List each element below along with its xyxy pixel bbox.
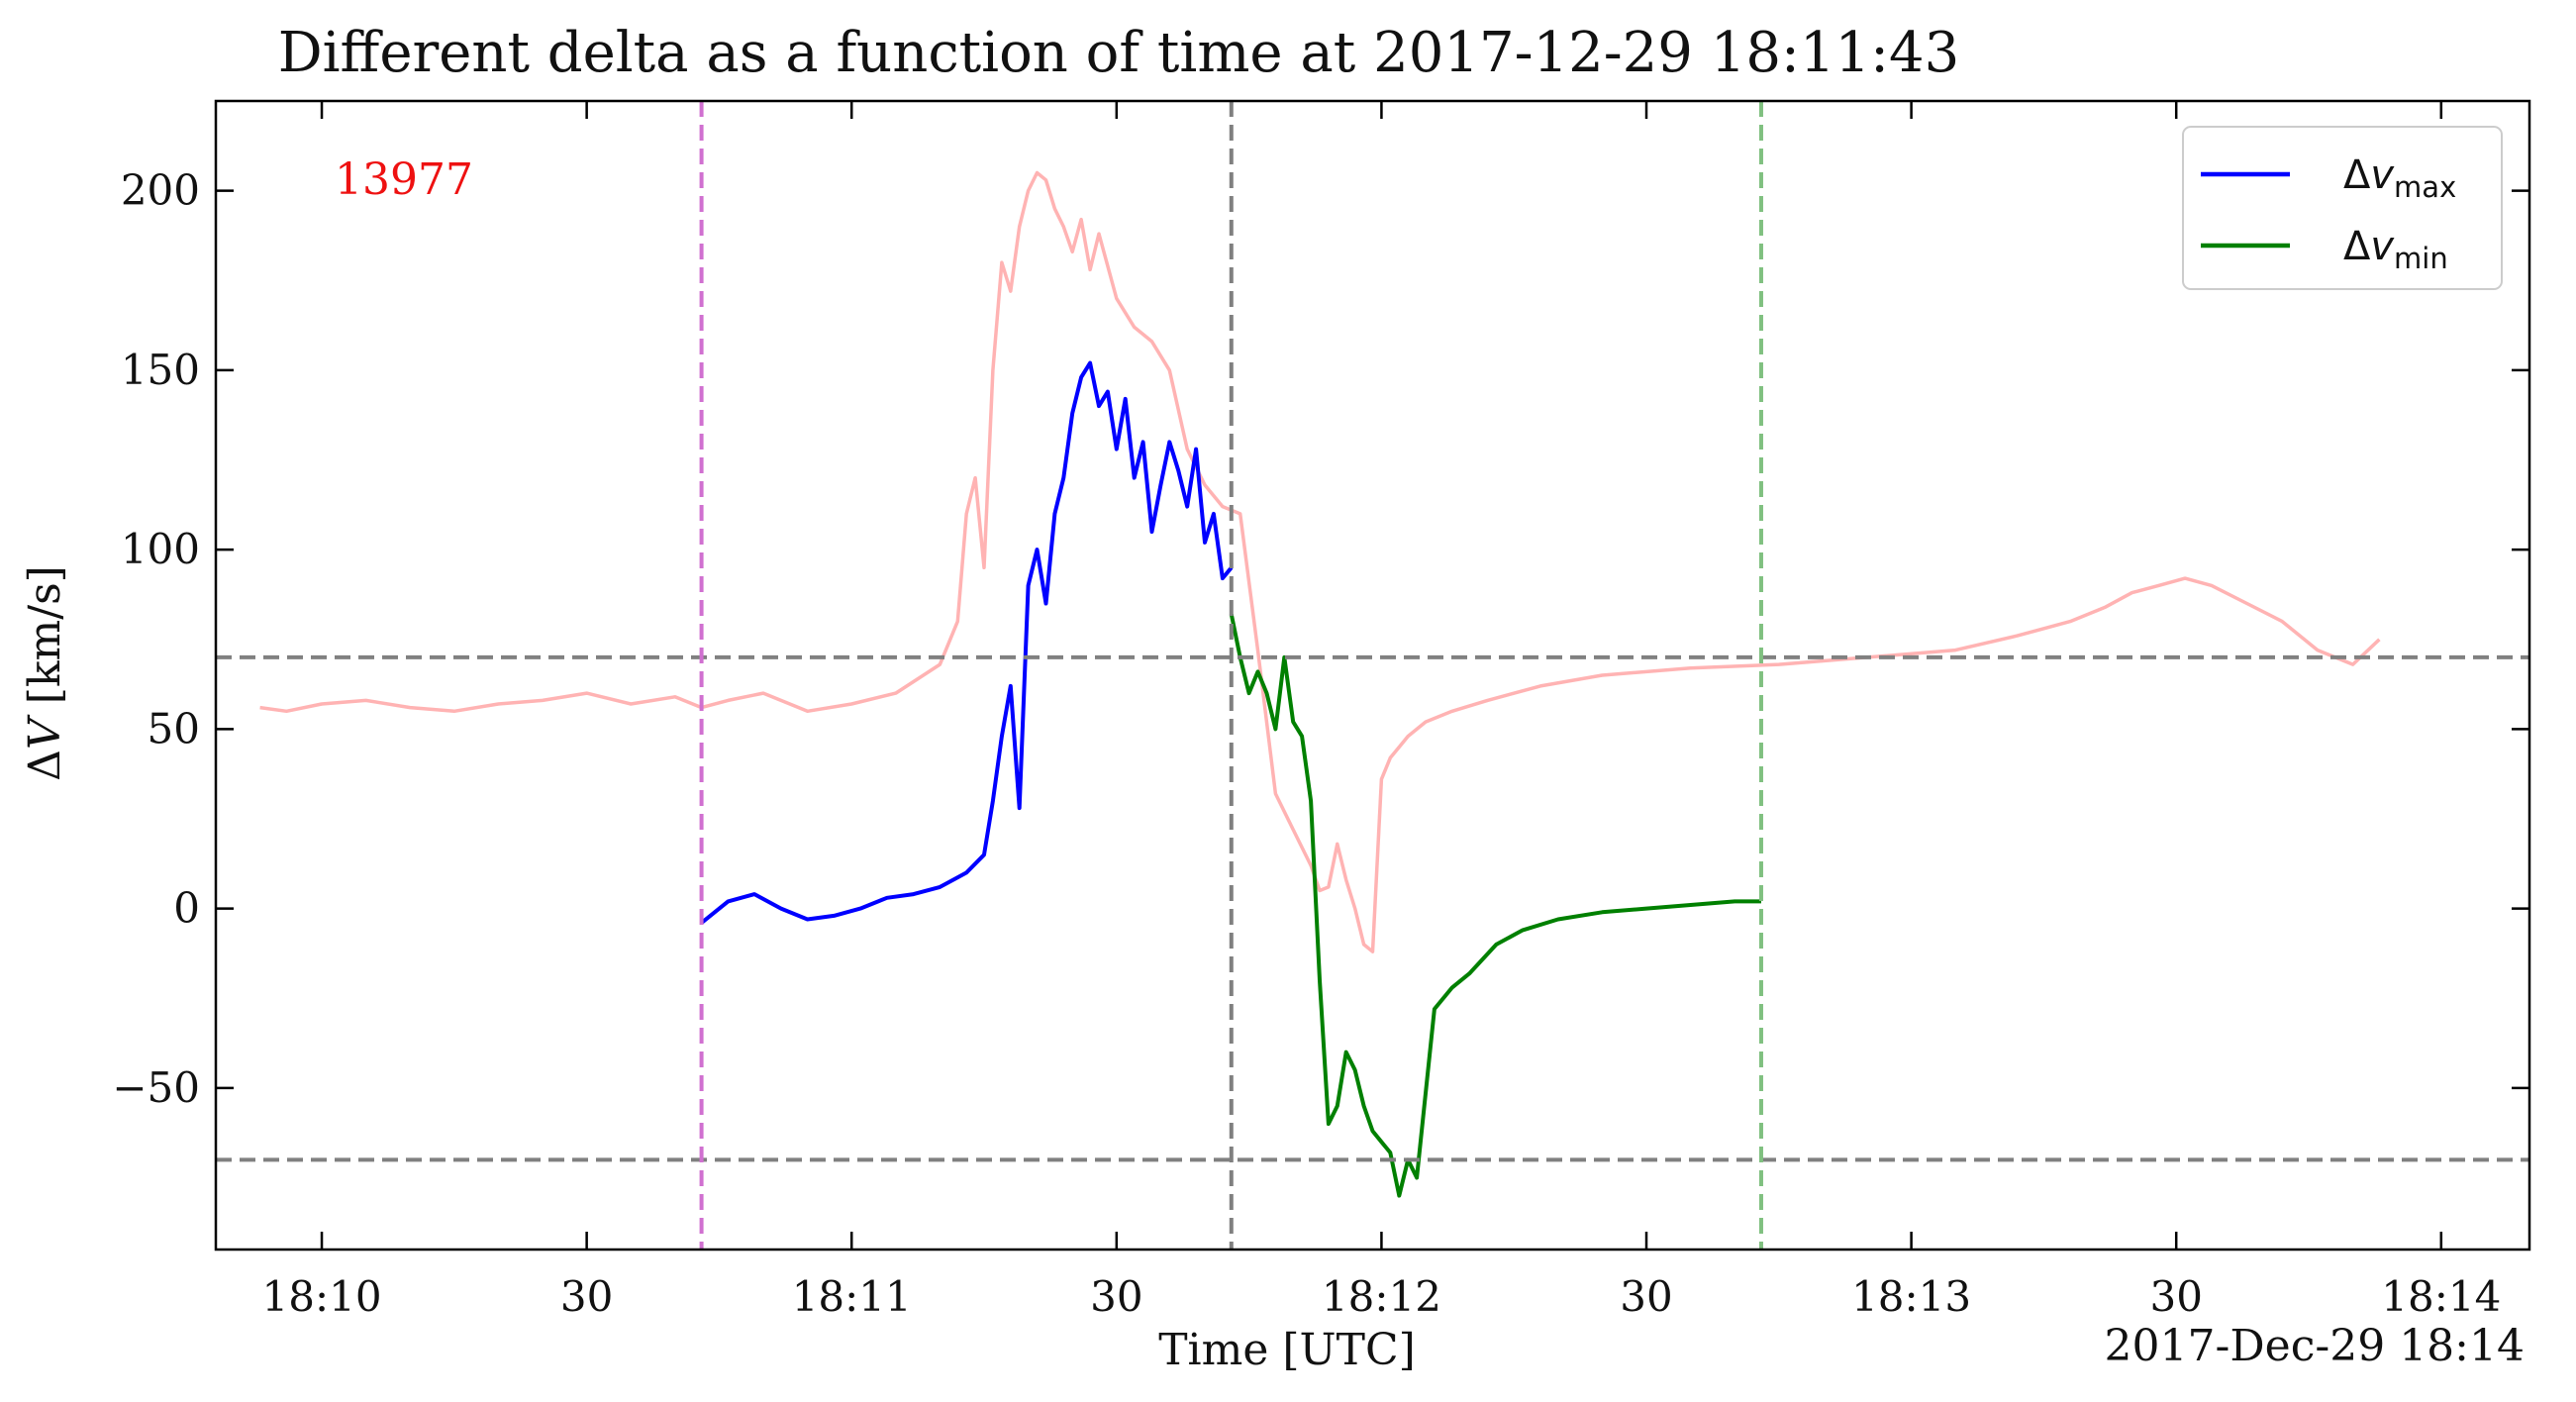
legend-label-var: v [2370, 152, 2395, 198]
x-tick-label: 30 [1620, 1272, 1672, 1321]
legend-label: Δvmin [2343, 224, 2448, 275]
x-tick-label: 30 [1090, 1272, 1142, 1321]
legend-label-main: Δ [2343, 152, 2371, 198]
plot-area [216, 101, 2529, 1250]
y-tick-label: 150 [121, 346, 200, 394]
plot-frame [214, 99, 2531, 1252]
y-axis-label: ΔV [km/s] [20, 565, 70, 781]
chart-title: Different delta as a function of time at… [278, 21, 1960, 85]
date-label: 2017-Dec-29 18:14 [2105, 1321, 2525, 1371]
y-label-var: V [20, 714, 70, 750]
legend-label-sub: max [2394, 170, 2456, 204]
legend-label: Δvmax [2343, 152, 2456, 204]
x-tick-label: 30 [560, 1272, 613, 1321]
series-line--v-min [1229, 613, 1761, 1198]
y-tick-label: 0 [173, 884, 200, 933]
chart-annotation: 13977 [335, 154, 473, 205]
axis-ticks: 18:10 30 18:11 30 18:12 30 18:13 30 18:14 −50 0 50 1… [112, 101, 2529, 1321]
series-line-reference [259, 170, 2381, 953]
y-label-delta: Δ [20, 750, 70, 781]
x-tick-label: 30 [2149, 1272, 2202, 1321]
x-tick-label: 18:10 [262, 1272, 382, 1321]
y-tick-label: 100 [121, 525, 200, 573]
legend-box [2182, 126, 2503, 290]
y-label-unit: [km/s] [20, 565, 70, 718]
x-tick-label: 18:13 [1851, 1272, 1971, 1321]
series-line--v-max [700, 360, 1234, 925]
x-tick-label: 18:12 [1322, 1272, 1441, 1321]
legend-label-var: v [2370, 224, 2395, 269]
y-tick-label: −50 [112, 1063, 200, 1112]
x-tick-label: 18:14 [2381, 1272, 2501, 1321]
y-tick-label: 200 [121, 166, 200, 215]
legend-label-sub: min [2394, 242, 2448, 275]
y-tick-label: 50 [148, 704, 200, 752]
x-tick-label: 18:11 [792, 1272, 912, 1321]
x-axis-label: Time [UTC] [1158, 1325, 1416, 1375]
legend-label-main: Δ [2343, 224, 2371, 269]
